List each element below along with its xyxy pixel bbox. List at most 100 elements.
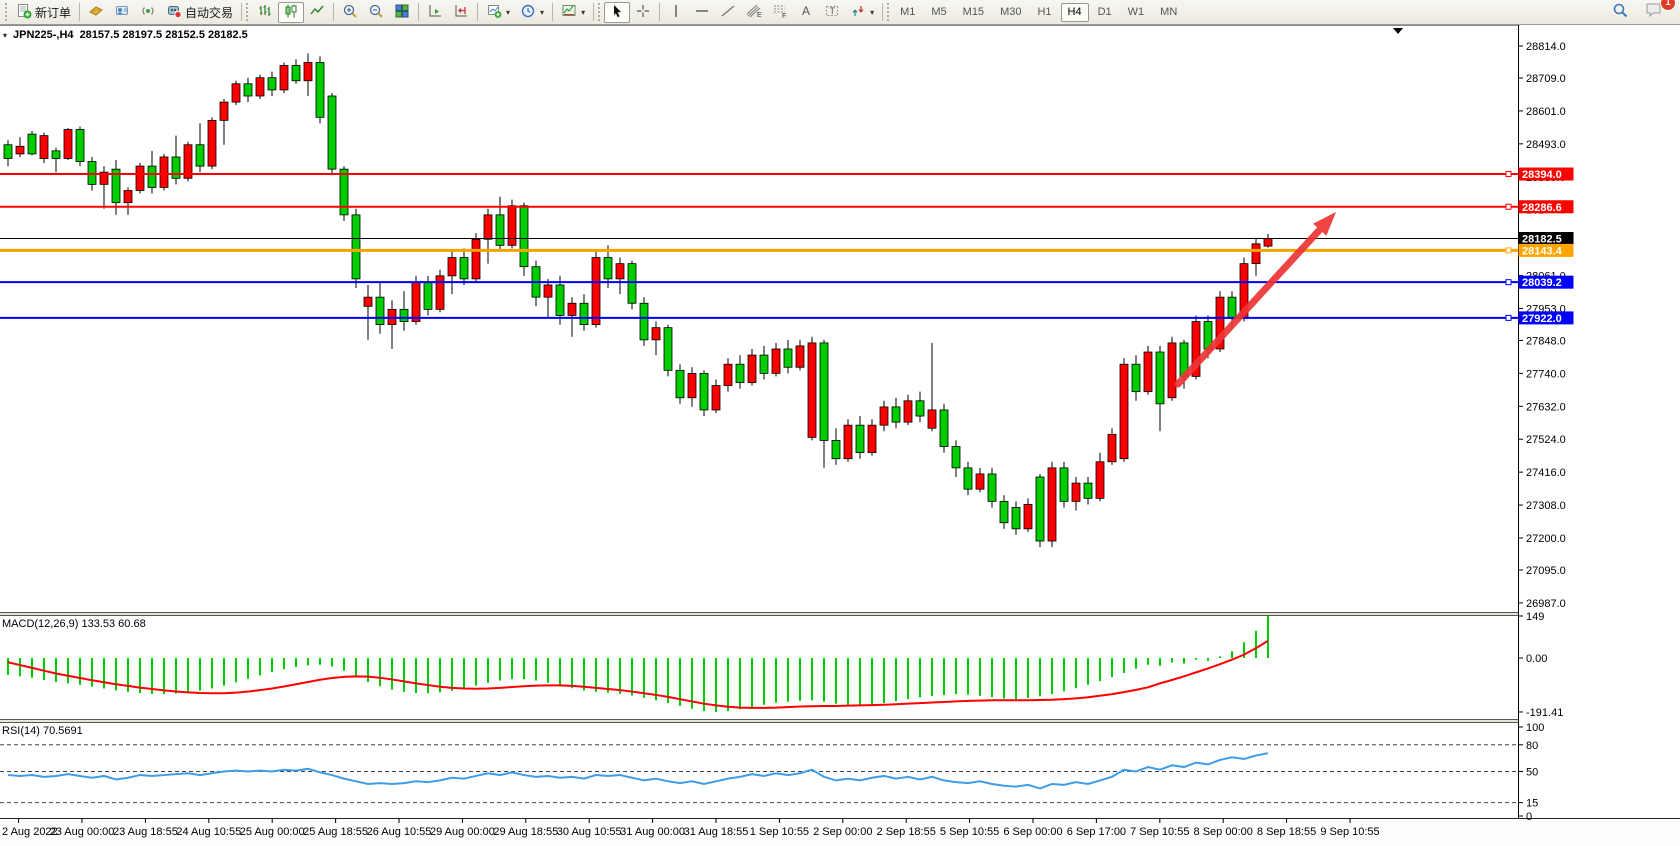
timeframe-h1-button[interactable]: H1	[1030, 3, 1058, 22]
bar-chart-button[interactable]	[252, 2, 278, 23]
separator	[882, 3, 884, 21]
chart-background	[0, 25, 1680, 846]
gold-box-button[interactable]	[83, 2, 109, 23]
candlestick-chart-button[interactable]	[278, 1, 305, 23]
zoom-in-button[interactable]	[337, 2, 363, 23]
price-tick-label: 28709.0	[1526, 73, 1566, 85]
notification-badge[interactable]: 1	[1661, 0, 1675, 10]
toolbar: 新订单	[0, 0, 1680, 25]
zoom-out-button[interactable]	[363, 2, 389, 23]
price-tick-label: 27524.0	[1526, 434, 1566, 446]
cursor-button[interactable]	[604, 1, 631, 23]
time-tick-label: 8 Sep 00:00	[1194, 826, 1253, 838]
new-chart-button[interactable]: ▾	[481, 2, 515, 23]
line-chart-button[interactable]	[304, 2, 330, 23]
timeframe-m30-button[interactable]: M30	[993, 3, 1028, 22]
time-tick-label: 2 Sep 00:00	[813, 826, 872, 838]
svg-text:28182.5: 28182.5	[1522, 233, 1562, 245]
chart-shift-icon	[453, 3, 469, 22]
cursor-icon	[609, 3, 625, 22]
price-tick-label: 27200.0	[1526, 533, 1566, 545]
text-label-tool-button[interactable]: T	[819, 2, 845, 23]
channel-icon: E	[746, 3, 762, 22]
rsi-axis-label: 100	[1526, 722, 1544, 734]
period-clock-button[interactable]: ▾	[515, 2, 549, 23]
trend-arrow-annotation[interactable]	[1174, 212, 1336, 388]
axis-price-label	[1518, 167, 1574, 181]
timeframe-h4-button[interactable]: H4	[1060, 2, 1089, 22]
new-order-button[interactable]: 新订单	[11, 2, 76, 23]
toolbar-grip[interactable]	[598, 3, 601, 21]
time-tick-label: 8 Sep 18:55	[1257, 826, 1316, 838]
equidistant-channel-tool-button[interactable]: E	[741, 2, 767, 23]
zoom-in-icon	[342, 3, 358, 22]
rsi-axis-label: 0	[1526, 811, 1532, 823]
gold-box-icon	[88, 3, 104, 22]
price-tick-label: 28814.0	[1526, 41, 1566, 53]
scroll-marker-icon[interactable]	[1393, 28, 1403, 34]
clock-icon	[520, 3, 536, 22]
price-tick-label: 28493.0	[1526, 139, 1566, 151]
time-tick-label: 2 Aug 2022	[2, 826, 58, 838]
toolbar-grip[interactable]	[246, 3, 249, 21]
chat-button[interactable]	[1640, 1, 1668, 22]
arrows-tool-button[interactable]: ▾	[845, 2, 879, 23]
indicators-button[interactable]: ▾	[556, 2, 590, 23]
axis-price-label	[1518, 311, 1574, 325]
timeframe-w1-button[interactable]: W1	[1121, 3, 1152, 22]
chart-title: ▾ JPN225-,H4 28157.5 28197.5 28152.5 281…	[3, 29, 248, 41]
text-tool-button[interactable]: A	[793, 2, 819, 23]
auto-scroll-button[interactable]	[422, 2, 448, 23]
arrows-icon	[850, 3, 866, 22]
autotrading-label: 自动交易	[185, 5, 234, 20]
timeframe-mn-button[interactable]: MN	[1153, 3, 1184, 22]
separator	[418, 3, 420, 21]
broadcast-button[interactable]	[135, 2, 161, 23]
symbol-dropdown-icon[interactable]: ▾	[3, 31, 8, 40]
separator	[241, 3, 243, 21]
time-tick-label: 6 Sep 17:00	[1067, 826, 1126, 838]
rsi-axis-label: 80	[1526, 740, 1538, 752]
time-tick-label: 29 Aug 18:55	[493, 826, 558, 838]
text-label-icon: T	[824, 3, 840, 22]
crosshair-button[interactable]	[630, 2, 656, 23]
rsi-line	[7, 752, 1269, 790]
symbol-period-label: JPN225-,H4	[13, 29, 74, 41]
tile-windows-button[interactable]	[389, 2, 415, 23]
price-axis[interactable]: 28814.028709.028601.028493.028385.028277…	[1518, 25, 1680, 818]
hline-anchor[interactable]	[1505, 247, 1512, 254]
time-tick-label: 6 Sep 00:00	[1003, 826, 1062, 838]
vertical-line-tool-button[interactable]	[663, 2, 689, 23]
timeframe-m1-button[interactable]: M1	[893, 3, 922, 22]
time-tick-label: 23 Aug 18:55	[113, 826, 178, 838]
hline-anchor[interactable]	[1505, 171, 1512, 178]
macd-panel: 149 0.00 -191.41 MACD(12,26,9) 133.53 60.68	[2, 611, 1563, 719]
time-tick-label: 30 Aug 10:55	[557, 826, 622, 838]
timeframe-group: M1 M5 M15 M30 H1 H4 D1 W1 MN	[893, 2, 1184, 22]
svg-text:28286.6: 28286.6	[1522, 202, 1562, 214]
toolbar-grip[interactable]	[887, 3, 890, 21]
search-button[interactable]	[1607, 2, 1634, 23]
chart-canvas[interactable]: 28814.028709.028601.028493.028385.028277…	[0, 25, 1680, 846]
hline-anchor[interactable]	[1505, 279, 1512, 286]
svg-text:27922.0: 27922.0	[1522, 313, 1562, 325]
toolbar-grip[interactable]	[5, 3, 7, 21]
separator	[333, 3, 335, 21]
hline-anchor[interactable]	[1505, 203, 1512, 210]
hline-anchor[interactable]	[1505, 314, 1512, 321]
autotrading-button[interactable]: 自动交易	[161, 2, 238, 23]
horizontal-lines	[0, 171, 1518, 321]
horizontal-line-tool-button[interactable]	[689, 2, 715, 23]
fibonacci-tool-button[interactable]: F	[767, 2, 793, 23]
price-tick-label: 27848.0	[1526, 335, 1566, 347]
crosshair-icon	[635, 3, 651, 22]
trendline-tool-button[interactable]	[715, 2, 741, 23]
timeframe-d1-button[interactable]: D1	[1091, 3, 1119, 22]
chart-shift-button[interactable]	[448, 2, 474, 23]
axis-price-label	[1518, 231, 1574, 245]
timeframe-m5-button[interactable]: M5	[924, 3, 953, 22]
profile-button[interactable]	[109, 2, 135, 23]
separator	[659, 3, 661, 21]
timeframe-m15-button[interactable]: M15	[956, 3, 991, 22]
